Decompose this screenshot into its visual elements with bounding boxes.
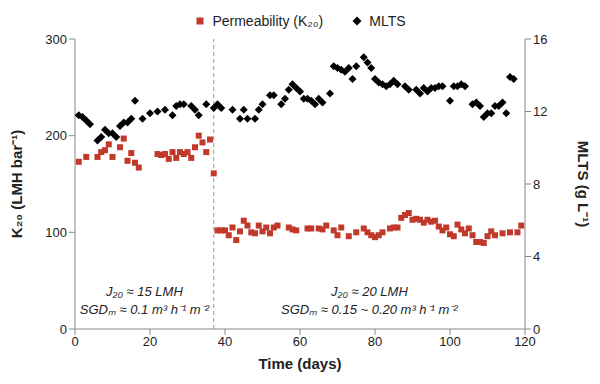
svg-text:16: 16	[533, 32, 547, 47]
html-text:MLTS: MLTS	[369, 13, 406, 29]
svg-text:12: 12	[533, 104, 547, 119]
html-text:SGDₘ ≈ 0.1 m³ h⁻¹ m⁻²: SGDₘ ≈ 0.1 m³ h⁻¹ m⁻²	[79, 302, 209, 317]
svg-text:0: 0	[60, 322, 67, 337]
html-text:Permeability (K₂₀): Permeability (K₂₀)	[212, 13, 324, 29]
html-text:J₂₀ ≈ 20 LMH: J₂₀ ≈ 20 LMH	[331, 284, 408, 299]
svg-text:4: 4	[533, 249, 540, 264]
svg-text:100: 100	[439, 334, 461, 349]
svg-text:Time (days): Time (days)	[258, 355, 341, 372]
html-text:SGDₘ ≈ 0.15 ~ 0.20 m³ h⁻¹ m⁻²: SGDₘ ≈ 0.15 ~ 0.20 m³ h⁻¹ m⁻²	[281, 302, 458, 317]
svg-text:100: 100	[45, 225, 67, 240]
svg-text:120: 120	[514, 334, 536, 350]
svg-text:K₂₀ (LMH bar⁻¹): K₂₀ (LMH bar⁻¹)	[8, 130, 25, 238]
svg-text:300: 300	[45, 32, 67, 47]
svg-text:60: 60	[293, 334, 307, 349]
svg-text:40: 40	[218, 334, 232, 349]
html-text:J₂₀ ≈ 15 LMH: J₂₀ ≈ 15 LMH	[106, 284, 183, 299]
svg-text:200: 200	[45, 128, 67, 143]
svg-text:0: 0	[533, 322, 540, 337]
svg-text:8: 8	[533, 177, 540, 192]
svg-text:80: 80	[368, 334, 382, 349]
svg-text:MLTS (g L⁻¹): MLTS (g L⁻¹)	[575, 141, 592, 227]
svg-text:0: 0	[71, 334, 78, 349]
svg-text:20: 20	[143, 334, 157, 349]
